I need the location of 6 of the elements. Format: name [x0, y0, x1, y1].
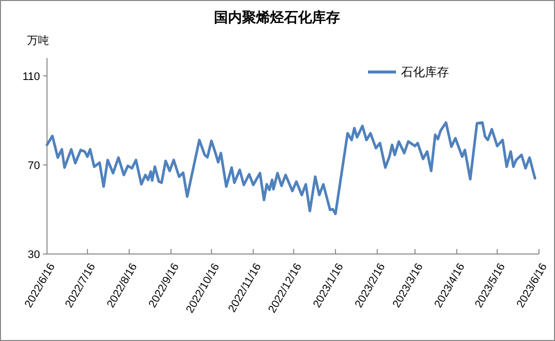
title: 国内聚烯烃石化库存 [214, 9, 340, 25]
legend-label: 石化库存 [401, 65, 449, 79]
y-tick-label: 70 [28, 160, 40, 172]
y-tick-label: 30 [28, 249, 40, 261]
y-tick-label: 110 [22, 70, 40, 83]
ylabel: 万吨 [27, 35, 49, 47]
